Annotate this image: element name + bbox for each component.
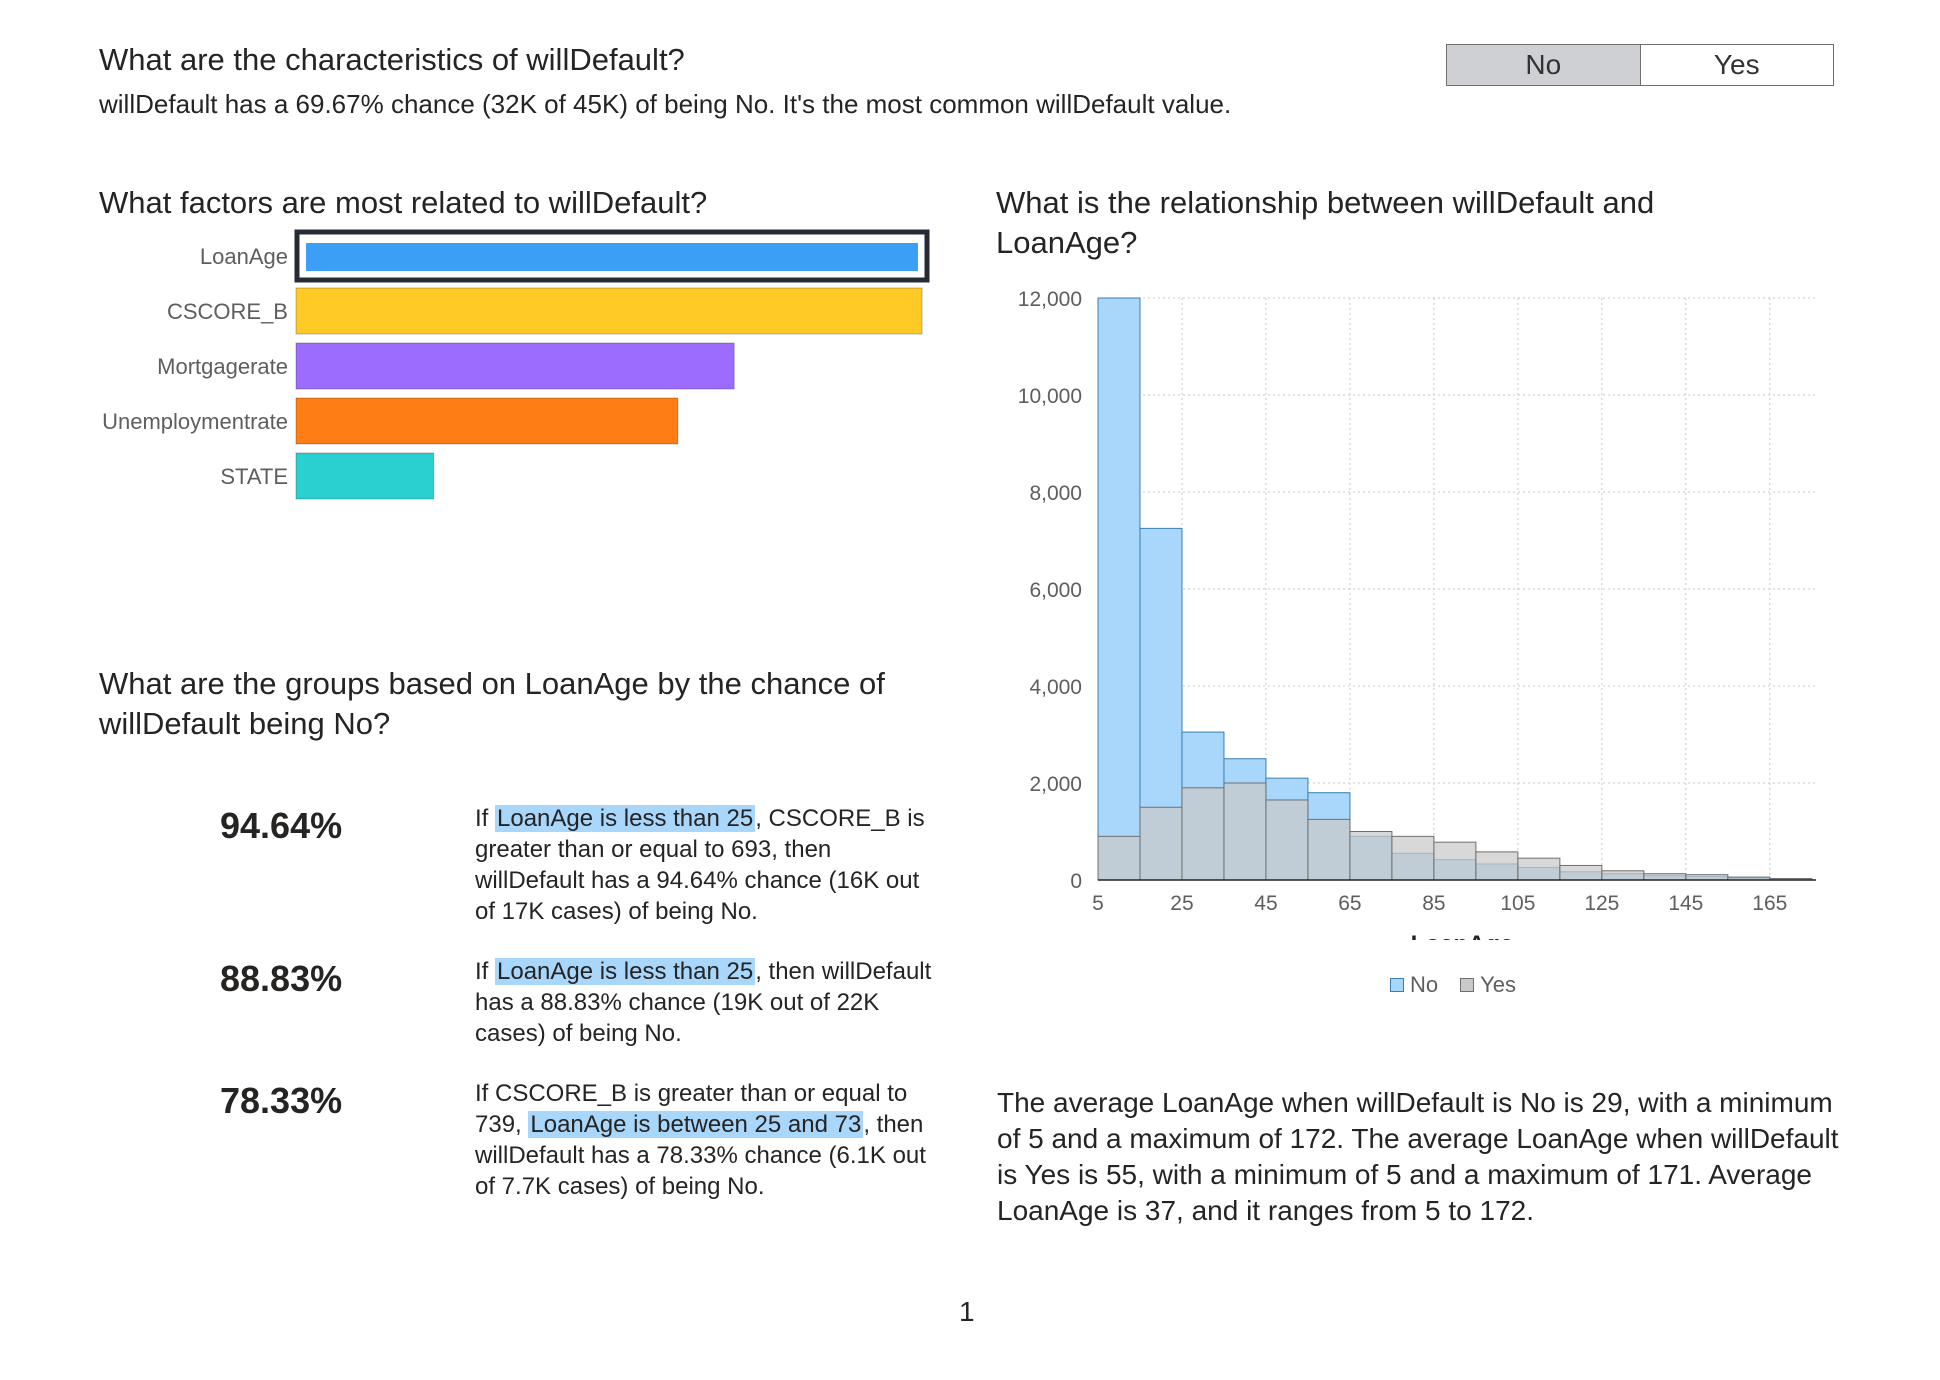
x-tick-label: 45 bbox=[1254, 892, 1277, 915]
group-3-text: If CSCORE_B is greater than or equal to … bbox=[475, 1078, 935, 1202]
histogram-legend: No Yes bbox=[1390, 972, 1516, 998]
histogram-bar-yes[interactable] bbox=[1475, 851, 1519, 881]
groups-title-line2: willDefault being No? bbox=[99, 706, 391, 741]
group-3-post: , then willDefault has a 78.33% chance (… bbox=[475, 1111, 926, 1200]
groups-title: What are the groups based on LoanAge by … bbox=[99, 664, 885, 744]
group-1-percent: 94.64% bbox=[220, 805, 343, 846]
group-1-highlight: LoanAge is less than 25 bbox=[495, 805, 756, 832]
histogram-bar-yes[interactable] bbox=[1559, 864, 1603, 881]
factor-bar-mortgagerate[interactable] bbox=[295, 342, 735, 390]
group-3-pre: If CSCORE_B is greater than or equal to … bbox=[475, 1080, 908, 1138]
group-2-highlight: LoanAge is less than 25 bbox=[495, 958, 756, 985]
histogram-bar-yes[interactable] bbox=[1349, 831, 1393, 881]
y-tick-label: 4,000 bbox=[1029, 676, 1082, 699]
factor-bar-cscore-b[interactable] bbox=[295, 287, 923, 335]
x-tick-label: 145 bbox=[1668, 892, 1703, 915]
groups-title-line1: What are the groups based on LoanAge by … bbox=[99, 666, 885, 701]
group-3-highlight: LoanAge is between 25 and 73 bbox=[528, 1111, 864, 1138]
group-2-pre: If bbox=[475, 958, 496, 985]
factor-label-loanage: LoanAge bbox=[200, 244, 288, 269]
toggle-yes-button[interactable]: Yes bbox=[1639, 45, 1834, 85]
legend-no-swatch bbox=[1390, 978, 1404, 992]
y-tick-label: 0 bbox=[1070, 870, 1082, 893]
legend-yes-swatch bbox=[1460, 978, 1475, 992]
histogram-bar-yes[interactable] bbox=[1433, 841, 1477, 881]
histogram-bar-yes[interactable] bbox=[1265, 799, 1309, 881]
factor-bar-loanage[interactable] bbox=[306, 243, 918, 271]
page-title: What are the characteristics of willDefa… bbox=[99, 42, 685, 77]
histogram-bar-yes[interactable] bbox=[1391, 835, 1435, 881]
group-2-text: If LoanAge is less than 25, then willDef… bbox=[475, 956, 935, 1049]
histogram-bar-yes[interactable] bbox=[1097, 835, 1141, 881]
x-tick-label: 85 bbox=[1422, 892, 1445, 915]
average-summary: The average LoanAge when willDefault is … bbox=[997, 1087, 1839, 1226]
y-tick-label: 6,000 bbox=[1029, 579, 1082, 602]
group-1-text: If LoanAge is less than 25, CSCORE_B is … bbox=[475, 803, 935, 927]
histogram-bar-yes[interactable] bbox=[1643, 873, 1687, 881]
histogram-bar-yes[interactable] bbox=[1601, 870, 1645, 881]
x-tick-label: 25 bbox=[1170, 892, 1193, 915]
legend-yes-label[interactable]: Yes bbox=[1480, 972, 1517, 997]
histogram-bar-yes[interactable] bbox=[1307, 818, 1351, 881]
group-1-pre: If bbox=[475, 805, 496, 832]
histogram-bar-yes[interactable] bbox=[1139, 806, 1183, 881]
factor-label-state: STATE bbox=[220, 464, 288, 489]
factors-title: What factors are most related to willDef… bbox=[99, 185, 708, 220]
relationship-title-line2: LoanAge? bbox=[996, 225, 1138, 260]
x-axis-title: LoanAge bbox=[1411, 931, 1514, 940]
histogram-bar-no[interactable] bbox=[1097, 297, 1141, 881]
x-tick-label: 65 bbox=[1338, 892, 1361, 915]
relationship-title: What is the relationship between willDef… bbox=[996, 183, 1654, 263]
x-tick-label: 105 bbox=[1500, 892, 1535, 915]
loanage-histogram: 0 2,000 4,000 6,000 8,000 10,000 12,000 5 25 45 65… bbox=[1018, 288, 1816, 940]
y-tick-label: 10,000 bbox=[1018, 385, 1082, 408]
histogram-bar-yes[interactable] bbox=[1181, 787, 1225, 881]
group-1-post: , CSCORE_B is greater than or equal to 6… bbox=[475, 805, 925, 925]
factor-bar-state[interactable] bbox=[295, 452, 435, 500]
relationship-title-line1: What is the relationship between willDef… bbox=[996, 185, 1655, 220]
x-tick-label: 125 bbox=[1584, 892, 1619, 915]
factor-label-unemploymentrate: Unemploymentrate bbox=[102, 409, 288, 434]
page-number: 1 bbox=[959, 1296, 975, 1327]
factor-label-mortgagerate: Mortgagerate bbox=[157, 354, 288, 379]
group-2-percent: 88.83% bbox=[220, 958, 343, 999]
x-tick-label: 165 bbox=[1752, 892, 1787, 915]
factor-bar-unemploymentrate[interactable] bbox=[295, 397, 679, 445]
y-tick-label: 12,000 bbox=[1018, 288, 1082, 311]
summary-text: willDefault has a 69.67% chance (32K of … bbox=[99, 89, 1232, 119]
toggle-no-button[interactable]: No bbox=[1447, 45, 1640, 85]
factor-label-cscore-b: CSCORE_B bbox=[167, 299, 288, 324]
histogram-bar-yes[interactable] bbox=[1685, 874, 1729, 881]
y-tick-label: 8,000 bbox=[1029, 482, 1082, 505]
x-tick-label: 5 bbox=[1092, 892, 1104, 915]
value-toggle: No Yes bbox=[1446, 44, 1834, 86]
legend-no-label[interactable]: No bbox=[1410, 972, 1439, 997]
histogram-bar-yes[interactable] bbox=[1517, 857, 1561, 881]
group-2-post: , then willDefault has a 88.83% chance (… bbox=[475, 958, 932, 1047]
histogram-bar-yes[interactable] bbox=[1223, 782, 1267, 881]
factors-bar-chart: LoanAge CSCORE_B Mortgagerate Unemploymentr… bbox=[102, 229, 930, 500]
group-3-percent: 78.33% bbox=[220, 1080, 343, 1121]
y-tick-label: 2,000 bbox=[1029, 773, 1082, 796]
